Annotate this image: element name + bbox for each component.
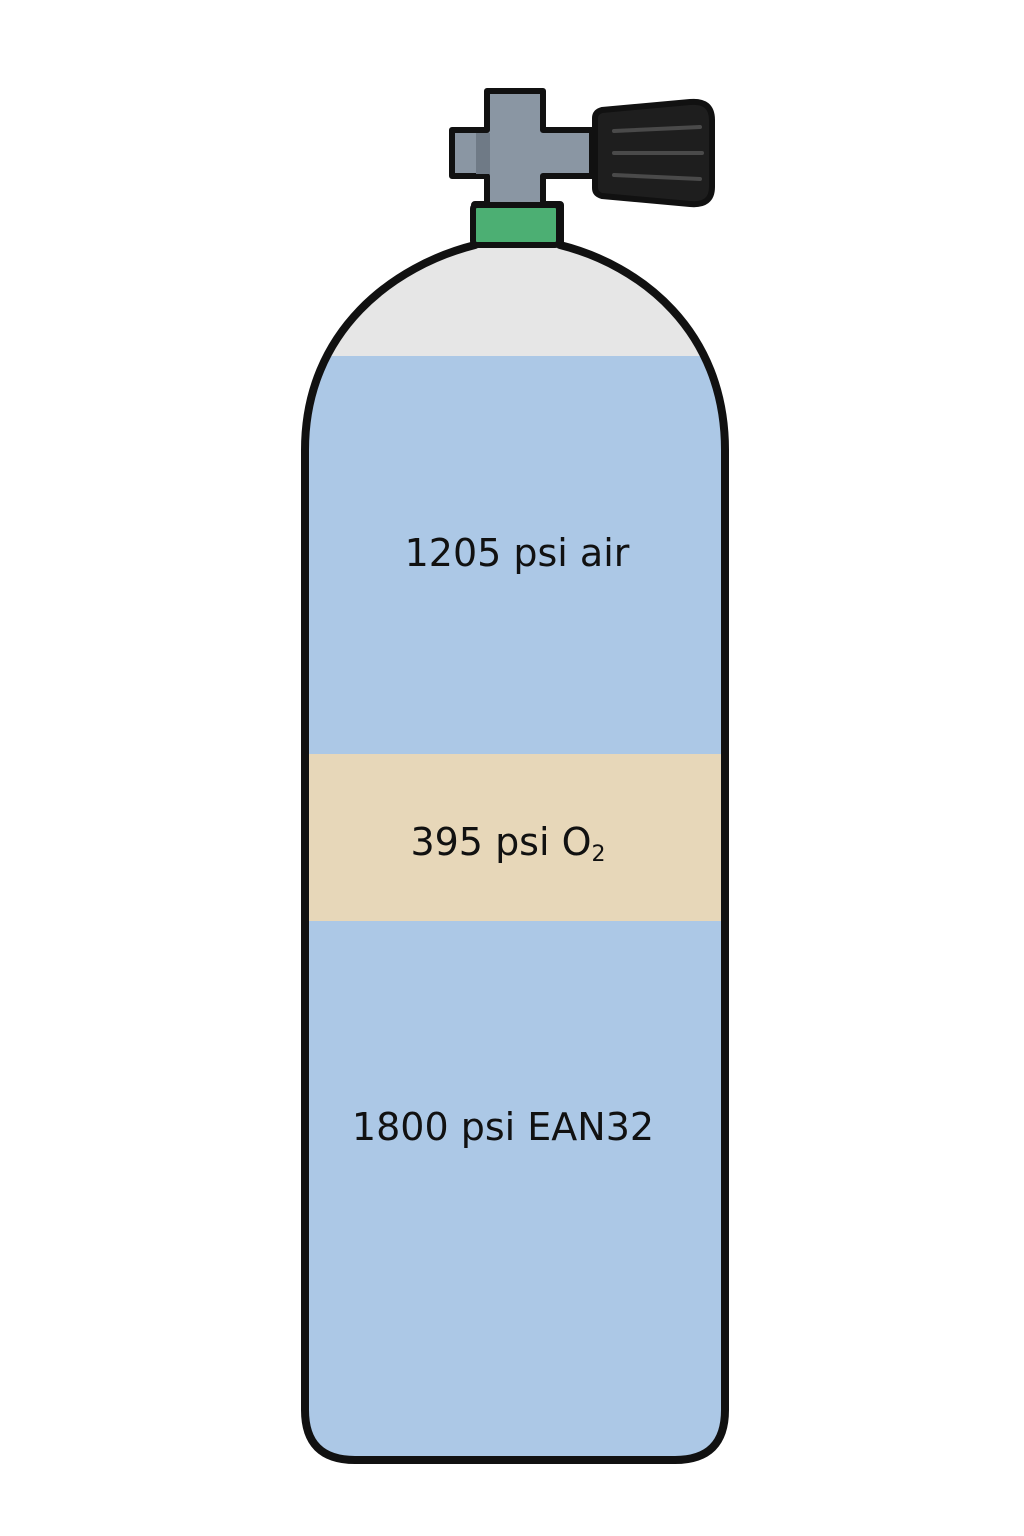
knob-grip-lines bbox=[612, 125, 704, 181]
layer-oxygen bbox=[305, 754, 725, 922]
label-oxygen-main: 395 psi O bbox=[410, 820, 591, 864]
valve-body bbox=[449, 88, 595, 208]
neck-ring bbox=[470, 202, 562, 248]
label-air: 1205 psi air bbox=[405, 531, 630, 575]
layer-air bbox=[305, 356, 725, 754]
label-oxygen: 395 psi O2 bbox=[410, 820, 605, 867]
tank-outline bbox=[301, 201, 729, 1464]
tank-contents bbox=[305, 205, 725, 1460]
layer-ean32 bbox=[305, 921, 725, 1460]
valve-shadow bbox=[476, 133, 490, 174]
label-ean32: 1800 psi EAN32 bbox=[352, 1105, 654, 1149]
label-oxygen-subscript: 2 bbox=[592, 842, 606, 867]
